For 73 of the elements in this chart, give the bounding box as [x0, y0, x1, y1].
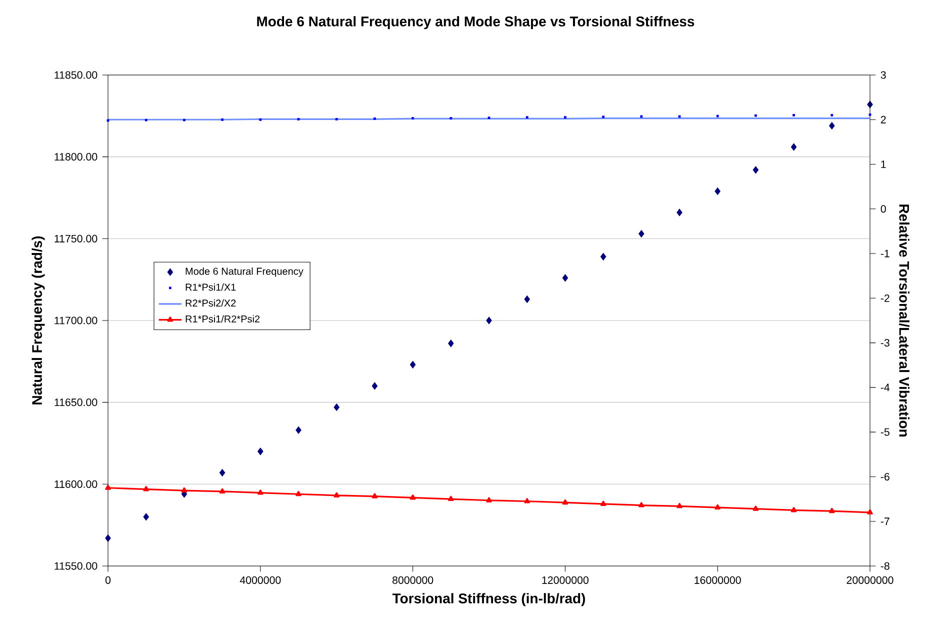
point: [562, 274, 568, 282]
y-tick-label: 11700.00: [54, 316, 98, 324]
y2-tick-label: -6: [880, 472, 890, 480]
point: [638, 230, 644, 238]
point: [219, 488, 226, 494]
point: [258, 448, 264, 456]
point: [562, 499, 568, 505]
x-tick-label: 0: [105, 576, 111, 584]
point: [296, 490, 302, 496]
y2-tick-label: 0: [880, 205, 886, 213]
point: [790, 143, 797, 151]
y-tick-label: 11600.00: [54, 480, 98, 488]
point: [258, 490, 264, 495]
legend-label: R2*Psi2/X2: [186, 299, 236, 307]
point: [600, 500, 606, 506]
y2-tick-label: 2: [880, 116, 886, 124]
point: [219, 468, 226, 476]
y2-tick-label: -3: [880, 339, 890, 347]
point: [524, 295, 530, 303]
point: [296, 426, 302, 434]
point: [181, 487, 188, 493]
point: [752, 506, 759, 511]
y-tick-label: 11750.00: [54, 234, 98, 242]
x-tick-label: 16000000: [694, 576, 741, 584]
chart-title: Mode 6 Natural Frequency and Mode Shape vs Torsional Stiffness: [257, 16, 694, 30]
point: [143, 513, 149, 521]
legend-label: R1*Psi1/R2*Psi2: [186, 315, 260, 323]
point: [790, 506, 797, 512]
y-tick-label: 11800.00: [54, 153, 98, 161]
x-tick-label: 4000000: [240, 576, 281, 584]
point: [410, 494, 416, 500]
point: [105, 534, 111, 542]
point: [714, 187, 720, 195]
point: [448, 496, 454, 502]
x-tick-label: 8000000: [392, 576, 434, 584]
point: [714, 504, 720, 510]
point: [448, 340, 454, 348]
y2-tick-label: -2: [880, 294, 890, 302]
y2-tick-label: -8: [880, 562, 890, 570]
x-tick-label: 12000000: [542, 576, 589, 584]
point: [867, 509, 873, 514]
point: [410, 360, 416, 368]
point: [676, 208, 682, 216]
point: [829, 122, 835, 130]
y-tick-label: 11550.00: [54, 562, 98, 570]
y2-tick-label: -1: [880, 250, 890, 258]
y2-axis-title: Relative Torsional/Lateral Vibration: [899, 204, 910, 436]
y2-tick-label: 3: [880, 71, 886, 79]
point: [638, 502, 644, 508]
point: [143, 486, 149, 492]
point: [524, 498, 530, 504]
y2-tick-label: -5: [880, 428, 890, 436]
point: [486, 316, 492, 324]
point: [676, 502, 682, 508]
point: [829, 508, 835, 514]
y-tick-label: 11850.00: [54, 71, 98, 79]
x-axis-title: Torsional Stiffness (in-lb/rad): [392, 593, 586, 606]
y2-tick-label: 1: [881, 160, 886, 168]
point: [372, 382, 378, 390]
point: [105, 484, 111, 490]
point: [372, 493, 378, 498]
point: [600, 252, 606, 260]
legend-label: Mode 6 Natural Frequency: [186, 267, 304, 277]
y-axis-title: Natural Frequency (rad/s): [32, 236, 45, 404]
legend-label: R1*Psi1/X1: [186, 283, 236, 291]
y2-tick-label: -7: [880, 518, 890, 526]
x-tick-label: 20000000: [846, 576, 894, 584]
y-tick-label: 11650.00: [54, 398, 98, 406]
point: [486, 497, 492, 502]
point: [334, 403, 340, 411]
y2-tick-label: -4: [880, 384, 890, 392]
point: [752, 166, 759, 174]
point: [334, 492, 340, 498]
